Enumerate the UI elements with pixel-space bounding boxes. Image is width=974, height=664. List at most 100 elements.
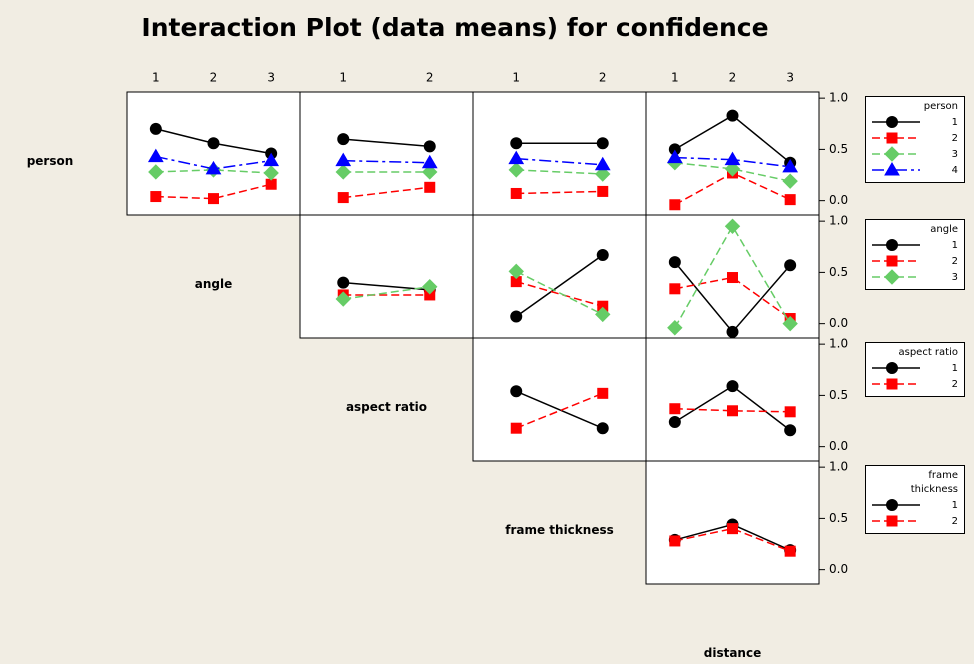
legend-entry: 2 (870, 376, 958, 392)
marker (784, 545, 796, 557)
legend-title: frame thickness (910, 470, 958, 495)
marker (726, 380, 739, 393)
legend-label: 2 (951, 378, 958, 390)
marker (337, 192, 349, 204)
legend-label: 2 (951, 255, 958, 267)
marker (508, 150, 525, 165)
series-line (674, 224, 791, 329)
marker (886, 239, 898, 251)
series-line (674, 527, 791, 552)
marker (263, 165, 279, 181)
marker (726, 325, 739, 338)
x-tick-label: 2 (210, 71, 218, 85)
legend-entry: 3 (870, 269, 958, 285)
series-line (516, 280, 603, 307)
legend-swatch (872, 362, 920, 374)
marker (508, 162, 524, 178)
marker (884, 269, 900, 285)
panel (472, 214, 647, 339)
chart-title: Interaction Plot (data means) for confid… (141, 13, 768, 42)
factor-label: aspect ratio (346, 400, 427, 414)
marker (668, 416, 681, 429)
legend: angle 1 2 3 (865, 219, 965, 290)
marker (422, 164, 438, 180)
y-tick-label: 0.5 (829, 142, 848, 156)
legend-swatch (872, 162, 920, 176)
legend-swatch (872, 269, 920, 285)
marker (208, 193, 219, 205)
series-line (155, 155, 272, 170)
x-tick-label: 3 (267, 71, 275, 85)
factor-label: angle (195, 277, 232, 291)
y-tick-label: 0.0 (829, 193, 848, 207)
legend-swatch (872, 132, 920, 144)
marker (886, 362, 898, 374)
series-line (155, 169, 272, 174)
marker (510, 422, 522, 434)
marker (784, 406, 796, 418)
legend: frame thickness 1 2 (865, 465, 965, 534)
legend-label: 2 (951, 515, 958, 527)
y-tick-label: 0.5 (829, 511, 848, 525)
series-line (516, 190, 603, 195)
legend-title: person (923, 101, 958, 112)
legend-label: 1 (951, 499, 958, 511)
legend-entry: 2 (870, 253, 958, 269)
factor-label: person (27, 154, 74, 168)
legend-entry: 3 (870, 146, 958, 162)
marker (727, 405, 738, 417)
legend-label: 1 (951, 239, 958, 251)
marker (669, 535, 681, 547)
y-tick-label: 1.0 (829, 91, 848, 105)
legend-swatch (872, 146, 920, 162)
marker (784, 194, 796, 206)
marker (335, 164, 351, 180)
legend-entry: 1 (870, 497, 958, 513)
series-line (343, 186, 430, 199)
marker (207, 137, 220, 150)
marker (784, 424, 797, 437)
marker (596, 137, 609, 150)
panel (472, 337, 647, 462)
marker (423, 140, 436, 153)
marker (669, 283, 681, 295)
y-tick-label: 0.0 (829, 316, 848, 330)
panel (299, 214, 474, 339)
marker (724, 151, 741, 166)
x-tick-label: 2 (729, 71, 737, 85)
marker (335, 291, 351, 307)
series-line (674, 407, 791, 413)
legend-title: angle (930, 224, 958, 235)
marker (510, 385, 523, 398)
series-line (155, 183, 272, 200)
marker (335, 152, 352, 167)
marker (421, 154, 438, 169)
x-tick-label: 2 (426, 71, 434, 85)
series-line (674, 161, 791, 182)
marker (886, 132, 898, 144)
marker (337, 276, 350, 289)
marker (669, 403, 681, 415)
legend-swatch (872, 255, 920, 267)
marker (727, 523, 738, 535)
series-line (516, 157, 603, 166)
marker (422, 279, 438, 295)
marker (596, 248, 609, 261)
marker (595, 166, 611, 182)
marker (510, 310, 523, 323)
marker (424, 181, 436, 193)
marker (884, 146, 900, 162)
marker (886, 116, 898, 128)
y-tick-label: 1.0 (829, 337, 848, 351)
legend-entry: 2 (870, 513, 958, 529)
marker (597, 185, 609, 197)
legend: person 1 2 3 4 (865, 96, 965, 183)
x-tick-label: 3 (786, 71, 794, 85)
marker (668, 256, 681, 269)
y-tick-label: 0.5 (829, 265, 848, 279)
marker (724, 161, 741, 177)
legend-label: 3 (951, 271, 958, 283)
legend-swatch (872, 499, 920, 511)
series-line (516, 169, 603, 175)
legend: aspect ratio 1 2 (865, 342, 965, 397)
